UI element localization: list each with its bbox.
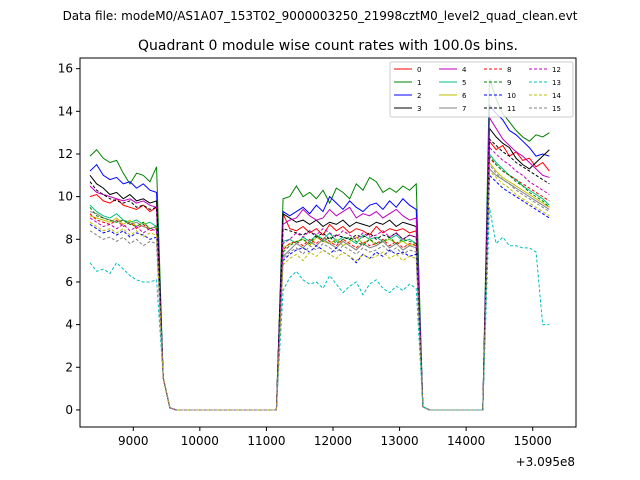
series-line-15 [89,163,550,411]
figure-suptitle: Data file: modeM0/AS1A07_153T02_90000032… [63,9,578,23]
legend-label-3: 3 [417,105,421,113]
y-tick-label: 10 [58,190,73,204]
legend-label-13: 13 [552,79,561,87]
legend-label-1: 1 [417,79,421,87]
y-tick-label: 4 [65,318,73,332]
y-tick-label: 6 [65,275,73,289]
x-axis: 9000 10000 11000 12000 13000 14000 15000 [118,427,552,448]
y-tick-label: 12 [58,147,73,161]
legend-label-8: 8 [507,66,511,74]
legend-box [389,61,574,118]
legend-label-15: 15 [552,105,561,113]
series-line-14 [89,169,550,411]
legend-label-11: 11 [507,105,516,113]
y-tick-label: 2 [65,360,73,374]
series-line-11 [89,137,550,411]
x-tick-label: 13000 [380,434,418,448]
legend-label-12: 12 [552,66,561,74]
legend-label-10: 10 [507,92,516,100]
x-tick-label: 10000 [181,434,219,448]
legend-label-4: 4 [462,66,467,74]
x-tick-label: 11000 [247,434,285,448]
y-tick-label: 0 [65,403,73,417]
x-tick-label: 12000 [314,434,352,448]
chart-title: Quadrant 0 module wise count rates with … [138,38,518,54]
x-offset-label: +3.095e8 [516,455,575,469]
legend-label-7: 7 [462,105,466,113]
y-tick-label: 8 [65,232,73,246]
legend-label-0: 0 [417,66,421,74]
legend-label-9: 9 [507,79,511,87]
legend-label-5: 5 [462,79,466,87]
x-tick-label: 9000 [118,434,149,448]
y-tick-label: 16 [58,62,73,76]
plot-layer [89,79,550,411]
legend-label-6: 6 [462,92,467,100]
x-tick-label: 15000 [514,434,552,448]
x-tick-label: 14000 [447,434,485,448]
plot-frame [79,57,577,428]
legend-label-14: 14 [552,92,561,100]
y-axis: 0 2 4 6 8 10 12 14 16 [58,62,80,417]
y-tick-label: 14 [58,104,73,118]
legend-label-2: 2 [417,92,421,100]
